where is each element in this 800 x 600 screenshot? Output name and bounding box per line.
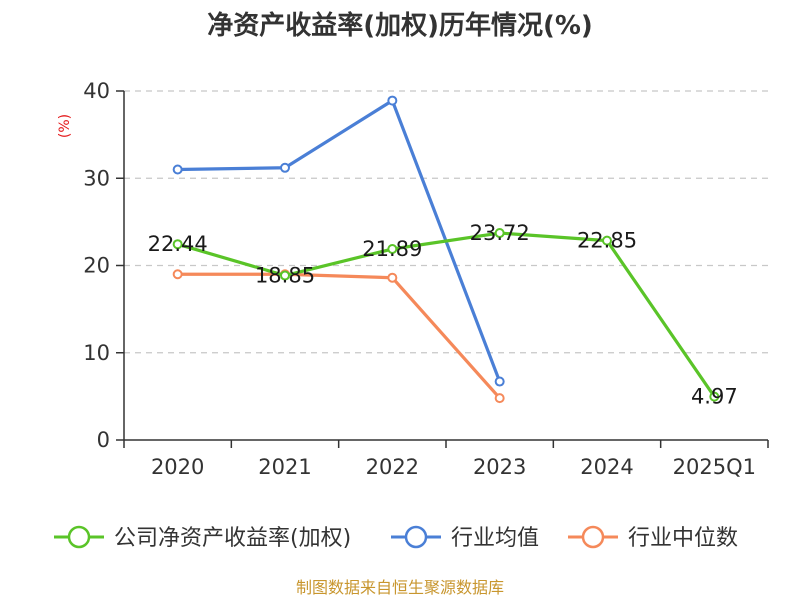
legend-label: 行业中位数 [628,526,738,551]
data-point [172,164,183,175]
legend-marker [67,525,91,549]
legend-label: 公司净资产收益率(加权) [114,526,351,551]
x-tick-label: 2020 [151,455,204,479]
data-label: 21.89 [362,237,422,261]
data-point [494,228,505,239]
data-point [602,235,612,246]
x-tick-label: 2025Q1 [673,455,756,479]
data-labels: 22.44 18.85 21.89 23.72 22.85 4.97 [148,221,738,409]
source-note: 制图数据来自恒生聚源数据库 [296,578,504,597]
legend-label: 行业均值 [451,526,539,551]
series-group [172,95,720,404]
y-tick-label: 20 [83,254,110,278]
grid-lines [124,90,768,354]
axes: 0 10 20 30 40 2020 2021 2022 2023 2024 2025Q1 [83,79,769,479]
data-label: 23.72 [470,221,530,245]
data-point [494,376,505,387]
legend-item[interactable]: 行业均值 [391,525,539,551]
data-point [387,244,398,255]
data-point [172,239,183,250]
legend: 公司净资产收益率(加权) 行业均值 行业中位数 [54,525,738,551]
y-tick-label: 0 [97,428,110,452]
data-label: 22.44 [148,232,208,256]
data-point [280,270,290,281]
legend-item[interactable]: 公司净资产收益率(加权) [54,525,351,551]
x-tick-label: 2024 [580,455,633,479]
data-point [172,269,183,280]
legend-marker [404,525,428,549]
chart-title: 净资产收益率(加权)历年情况(%) [207,10,593,41]
data-label: 4.97 [691,385,738,409]
series-line [177,231,716,398]
data-point [280,162,290,173]
series-line [177,272,501,400]
y-tick-label: 40 [83,79,110,103]
x-tick-label: 2022 [366,455,419,479]
data-point [387,95,398,106]
data-point [709,391,720,402]
y-tick-label: 10 [83,341,110,365]
data-label: 22.85 [577,229,637,253]
x-tick-label: 2023 [473,455,526,479]
data-point [494,393,505,404]
x-tick-label: 2021 [258,455,311,479]
y-tick-label: 30 [83,166,110,190]
legend-item[interactable]: 行业中位数 [568,525,738,551]
data-point [387,272,398,283]
legend-marker [581,525,605,549]
y-axis-label: (%) [57,114,73,138]
data-label: 18.85 [255,264,315,288]
